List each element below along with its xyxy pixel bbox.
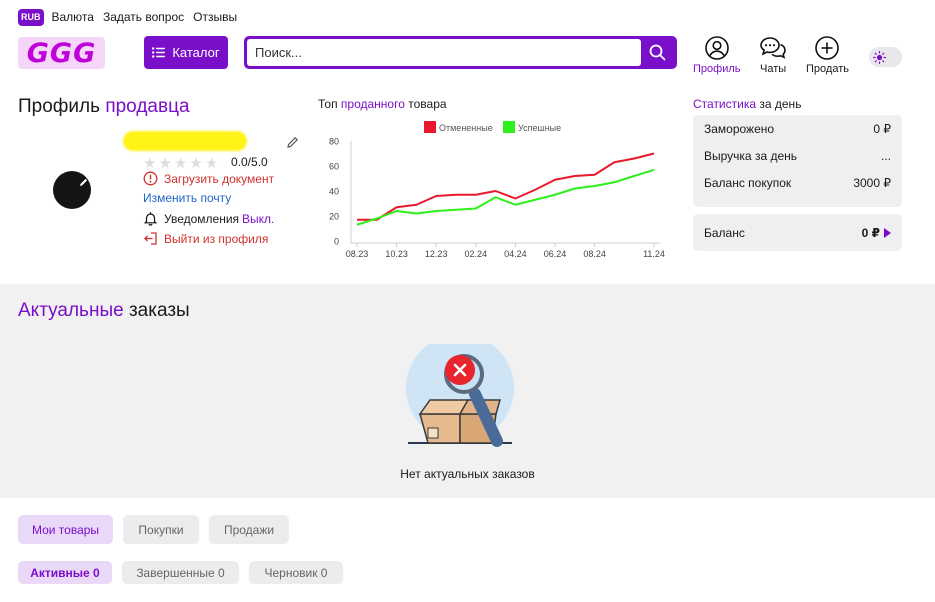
empty-orders-text: Нет актуальных заказов	[400, 467, 535, 481]
notifications-toggle[interactable]: Уведомления Выкл.	[143, 211, 274, 226]
catalog-button[interactable]: Каталог	[144, 36, 228, 69]
balance-label: Баланс	[704, 225, 745, 240]
reviews-link[interactable]: Отзывы	[193, 10, 238, 24]
alert-circle-icon	[143, 171, 158, 186]
tab-sales[interactable]: Продажи	[209, 515, 289, 544]
avatar-edit-icon[interactable]	[78, 175, 89, 193]
star-icon: ★	[204, 155, 219, 172]
nav-chats[interactable]: Чаты	[760, 36, 786, 75]
tab-purchases[interactable]: Покупки	[123, 515, 199, 544]
filter-completed[interactable]: Завершенные 0	[122, 561, 239, 584]
tab-my-goods[interactable]: Мои товары	[18, 515, 113, 544]
logout-link[interactable]: Выйти из профиля	[143, 231, 268, 246]
empty-box-illustration	[406, 344, 514, 447]
change-email-link[interactable]: Изменить почту	[143, 191, 232, 205]
y-tick-label: 40	[329, 187, 339, 197]
profile-title: Профиль продавца	[18, 96, 190, 117]
star-icon: ★	[173, 155, 188, 172]
edit-name-icon[interactable]	[286, 136, 299, 154]
search-icon	[649, 44, 666, 61]
notifications-value: Выкл.	[242, 211, 275, 226]
legend-swatch	[424, 121, 436, 133]
ask-question-link[interactable]: Задать вопрос	[102, 10, 185, 24]
y-tick-label: 0	[334, 237, 339, 247]
y-tick-label: 60	[329, 162, 339, 172]
user-icon	[704, 36, 729, 60]
avatar[interactable]	[53, 171, 91, 209]
sun-icon	[873, 50, 886, 64]
chart-title: Топ проданного товара	[318, 97, 447, 111]
top-bar: RUB Валюта Задать вопрос Отзывы	[18, 7, 238, 27]
rating-value: 0.0/5.0	[231, 155, 268, 169]
balance-panel[interactable]: Баланс 0 ₽	[693, 214, 902, 251]
stats-row: Баланс покупок 3000 ₽	[704, 175, 891, 190]
legend-label: Отмененные	[439, 123, 493, 133]
series-line	[357, 152, 655, 221]
currency-badge[interactable]: RUB	[18, 8, 44, 26]
search-input[interactable]	[247, 39, 641, 66]
username-redacted	[123, 131, 247, 151]
x-tick-label: 06.24	[544, 249, 567, 259]
stats-row: Выручка за день...	[704, 148, 891, 163]
stats-panel: Заморожено 0 ₽ Выручка за день... Баланс …	[693, 115, 902, 207]
nav-sell-label: Продать	[806, 63, 849, 75]
series-line	[356, 168, 655, 226]
filter-active[interactable]: Активные 0	[18, 561, 112, 584]
upload-document-link[interactable]: Загрузить документ	[143, 171, 274, 186]
chat-icon	[760, 37, 786, 59]
logout-icon	[144, 232, 157, 245]
nav-profile-label: Профиль	[693, 63, 741, 75]
x-tick-label: 08.23	[346, 249, 369, 259]
star-icon: ★	[158, 155, 172, 172]
nav-sell[interactable]: Продать	[806, 36, 849, 75]
catalog-label: Каталог	[172, 45, 220, 60]
site-logo[interactable]: GGG	[18, 37, 105, 69]
stats-title: Статистика за день	[693, 97, 802, 111]
rating-stars: ★ ★ ★ ★ ★	[143, 154, 218, 172]
star-icon: ★	[143, 155, 157, 172]
legend-label: Успешные	[518, 123, 561, 133]
y-tick-label: 20	[329, 212, 339, 222]
x-tick-label: 02.24	[465, 249, 488, 259]
currency-link[interactable]: Валюта	[51, 10, 94, 24]
current-orders-section: Актуальные заказы Нет актуальных заказов	[0, 284, 935, 498]
star-icon: ★	[189, 155, 203, 172]
orders-title: Актуальные заказы	[18, 300, 190, 321]
x-tick-label: 08.24	[583, 249, 606, 259]
search-bar	[244, 36, 677, 69]
caret-right-icon	[884, 227, 891, 238]
sales-line-chart: 0 20 40 60 80 08.23 10.23 12.23 02.24 04.24 06.24 0…	[329, 121, 665, 259]
x-tick-label: 12.23	[425, 249, 448, 259]
x-tick-label: 11.24	[643, 249, 665, 259]
x-tick-label: 10.23	[385, 249, 408, 259]
search-button[interactable]	[641, 39, 674, 66]
bell-icon	[143, 212, 158, 226]
y-tick-label: 80	[329, 137, 339, 147]
x-tick-label: 04.24	[504, 249, 527, 259]
balance-value: 0 ₽	[861, 225, 880, 240]
list-icon	[152, 47, 166, 58]
legend-swatch	[503, 121, 515, 133]
theme-toggle[interactable]	[869, 47, 902, 67]
plus-circle-icon	[815, 36, 840, 60]
nav-profile[interactable]: Профиль	[693, 36, 741, 75]
filter-drafts[interactable]: Черновик 0	[249, 561, 343, 584]
nav-chats-label: Чаты	[760, 63, 787, 75]
stats-row: Заморожено 0 ₽	[704, 121, 891, 136]
